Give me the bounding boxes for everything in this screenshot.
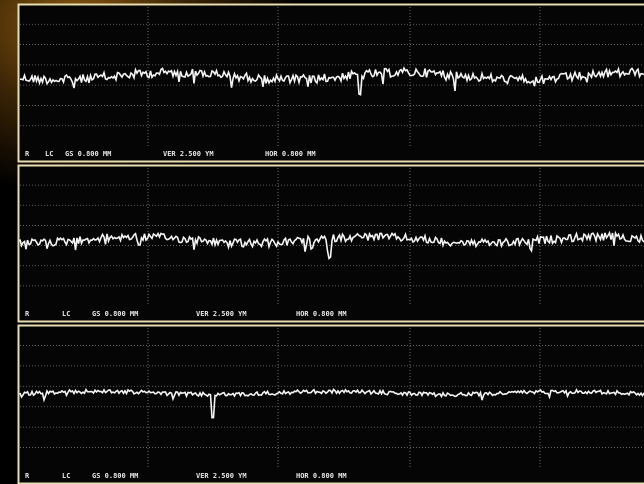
status-label: VER 2.500 YM bbox=[196, 472, 247, 480]
status-label: GS 0.800 MM bbox=[65, 150, 111, 158]
status-label: R bbox=[25, 150, 30, 158]
status-label: VER 2.500 YM bbox=[196, 310, 247, 318]
status-label: GS 0.800 MM bbox=[92, 310, 138, 318]
status-label: LC bbox=[62, 310, 70, 318]
status-label: VER 2.500 YM bbox=[163, 150, 214, 158]
status-label: HOR 0.800 MM bbox=[296, 310, 347, 318]
panel-frame bbox=[17, 3, 644, 163]
panel-frame bbox=[17, 324, 644, 484]
status-label: LC bbox=[45, 150, 53, 158]
trace-panel: R LC GS 0.800 MM VER 2.500 YM HOR 0.800 MM bbox=[17, 164, 644, 323]
trace-panel: R LC GS 0.800 MM VER 2.500 YM HOR 0.800 MM bbox=[17, 3, 644, 163]
status-label: GS 0.800 MM bbox=[92, 472, 138, 480]
signal-trace bbox=[19, 230, 644, 260]
status-label: R bbox=[25, 472, 30, 480]
trace-panel: R LC GS 0.800 MM VER 2.500 YM HOR 0.800 MM bbox=[17, 324, 644, 484]
status-label: HOR 0.800 MM bbox=[265, 150, 316, 158]
signal-trace bbox=[20, 66, 644, 96]
status-label: HOR 0.800 MM bbox=[296, 472, 347, 480]
status-label: LC bbox=[62, 472, 70, 480]
signal-trace bbox=[19, 387, 644, 419]
status-label: R bbox=[25, 310, 30, 318]
